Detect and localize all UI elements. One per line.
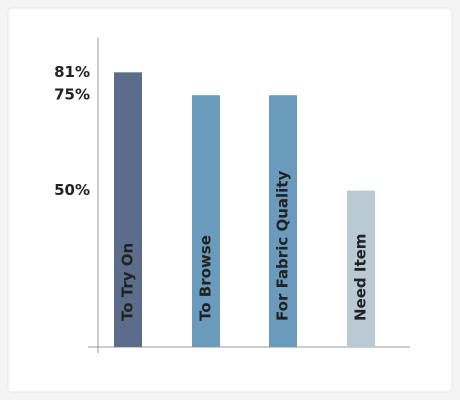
- bar: [269, 95, 297, 347]
- category-label: To Browse: [197, 235, 215, 321]
- category-label: For Fabric Quality: [274, 171, 292, 321]
- y-tick-label: 75%: [54, 86, 90, 104]
- bar: [192, 95, 220, 347]
- category-label: To Try On: [119, 243, 137, 321]
- category-label: Need Item: [352, 234, 370, 321]
- y-tick-label: 81%: [54, 63, 90, 81]
- bar: [114, 72, 142, 347]
- y-tick-label: 50%: [54, 181, 90, 199]
- bar: [347, 190, 375, 347]
